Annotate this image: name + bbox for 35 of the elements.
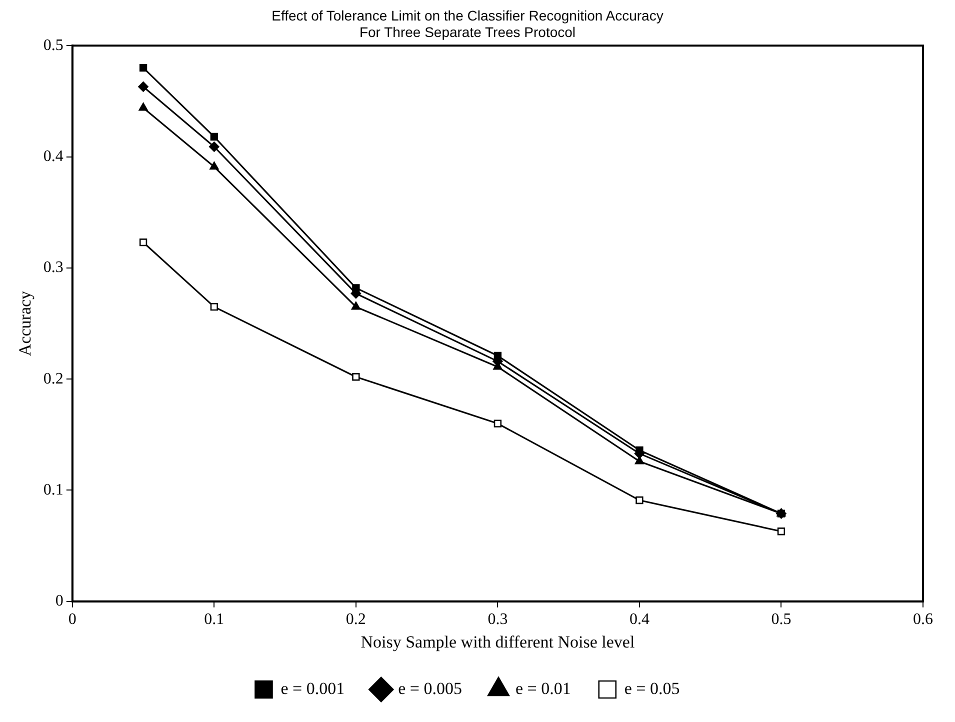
point <box>352 373 360 381</box>
point <box>138 82 148 92</box>
y-axis-title: Accuracy <box>16 290 35 356</box>
legend-label: e = 0.005 <box>398 678 462 698</box>
y-tick-label: 0.1 <box>43 481 64 498</box>
x-tick-label: 0.1 <box>204 611 224 628</box>
y-tick-label: 0.3 <box>43 259 64 276</box>
point <box>210 162 219 170</box>
y-tick-label: 0.5 <box>43 36 64 54</box>
x-tick-label: 0 <box>68 611 76 628</box>
x-axis-title: Noisy Sample with different Noise level <box>360 632 635 652</box>
point <box>209 142 220 152</box>
point <box>138 102 148 111</box>
y-tick-label: 0.4 <box>43 148 64 165</box>
x-tick-label: 0.5 <box>771 611 792 628</box>
point <box>210 132 218 141</box>
point <box>494 352 502 360</box>
point <box>636 496 644 504</box>
point <box>139 64 148 72</box>
chart-title: Effect of Tolerance Limit on the Classifier Recognition Accuracy For Three Separate Trees Protocol <box>272 7 664 40</box>
y-tick-label: 0.2 <box>43 370 64 388</box>
point <box>351 302 360 310</box>
x-tick-label: 0.4 <box>629 611 650 628</box>
point <box>210 302 218 311</box>
x-tick-label: 0.3 <box>488 611 508 628</box>
point <box>777 528 786 536</box>
x-tick-label: 0.6 <box>913 611 933 628</box>
y-tick-label: 0 <box>55 592 64 610</box>
point <box>139 238 148 246</box>
x-tick-label: 0.2 <box>346 611 366 628</box>
legend-label: e = 0.05 <box>624 678 680 698</box>
legend-label: e = 0.01 <box>516 678 571 698</box>
legend-label: e = 0.001 <box>280 678 345 698</box>
point <box>494 420 502 428</box>
point <box>352 284 360 292</box>
